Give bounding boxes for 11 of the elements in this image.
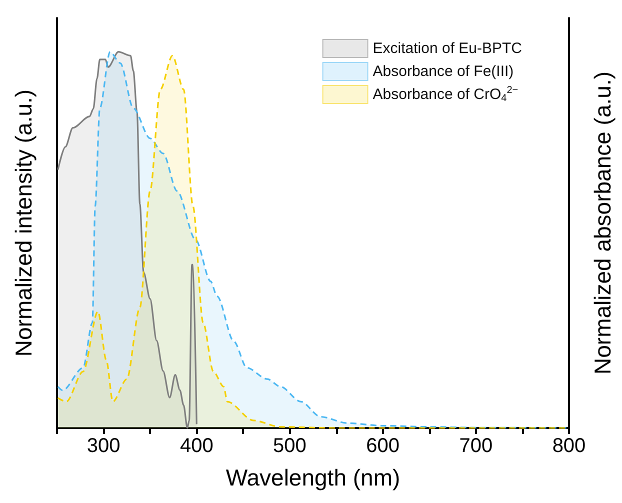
y2-axis-title: Normalized absorbance (a.u.) [590, 72, 616, 374]
x-tick-label: 700 [459, 435, 493, 457]
x-tick-label: 400 [180, 435, 214, 457]
x-axis-title: Wavelength (nm) [226, 464, 400, 490]
x-tick-label: 300 [86, 435, 120, 457]
y-axis-title: Normalized intensity (a.u.) [10, 89, 36, 357]
x-tick-label: 500 [273, 435, 306, 457]
x-tick-label: 600 [366, 435, 400, 457]
legend-label: Absorbance of Fe(III) [372, 63, 514, 80]
legend-label: Excitation of Eu-BPTC [372, 40, 522, 57]
x-tick-label: 800 [552, 435, 586, 457]
